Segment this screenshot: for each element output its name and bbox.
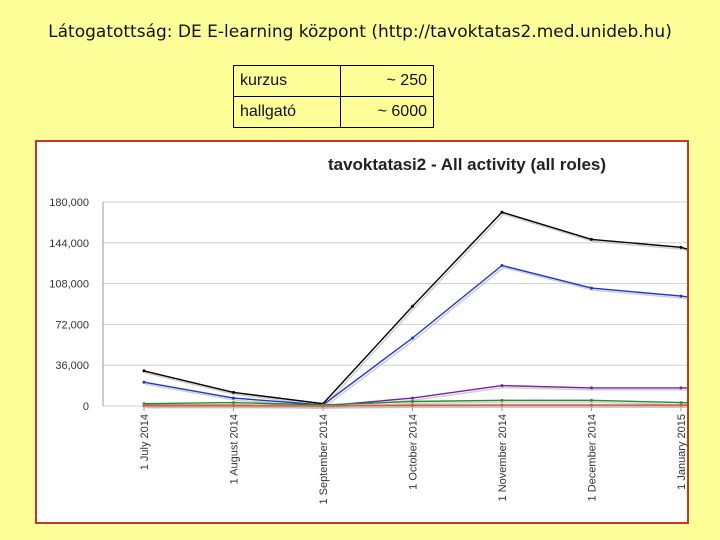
data-point <box>500 263 504 267</box>
data-point <box>411 396 414 400</box>
stats-label: hallgató <box>233 96 341 128</box>
data-point <box>679 245 683 249</box>
series-shadow <box>145 266 687 408</box>
data-point <box>500 403 504 407</box>
data-point <box>411 403 414 407</box>
data-point <box>590 386 593 390</box>
series-shadow <box>145 406 687 409</box>
stats-row-students: hallgató ~ 6000 <box>233 96 434 128</box>
chart-title: tavoktatasi2 - All activity (all roles) <box>328 155 606 174</box>
data-point <box>232 396 235 400</box>
data-point <box>142 380 146 384</box>
y-tick-label: 36,000 <box>55 360 89 372</box>
series-line <box>143 399 687 406</box>
x-tick-label: 1 July 2014 <box>139 414 151 470</box>
data-point <box>679 401 683 405</box>
series-shadow <box>145 213 687 407</box>
y-tick-label: 108,000 <box>49 279 89 291</box>
y-tick-label: 180,000 <box>49 197 89 209</box>
stats-value: ~ 6000 <box>340 96 434 128</box>
stats-row-courses: kurzus ~ 250 <box>233 65 434 97</box>
x-tick-label: 1 September 2014 <box>318 414 330 505</box>
stats-label: kurzus <box>233 65 341 97</box>
x-tick-label: 1 December 2014 <box>587 414 599 501</box>
data-point <box>142 404 146 408</box>
series-line <box>143 211 687 405</box>
x-tick-label: 1 November 2014 <box>497 414 509 501</box>
data-point <box>679 386 683 390</box>
data-point <box>590 398 593 402</box>
series-line <box>143 404 687 407</box>
data-point <box>500 210 504 214</box>
x-tick-label: 1 August 2014 <box>229 414 241 484</box>
data-point <box>321 404 325 408</box>
data-point <box>500 384 504 388</box>
data-point <box>411 304 414 308</box>
y-tick-label: 144,000 <box>49 238 89 250</box>
x-tick-label: 1 January 2015 <box>676 414 687 490</box>
y-tick-label: 72,000 <box>55 319 89 331</box>
data-point <box>500 398 504 402</box>
stats-value: ~ 250 <box>340 65 434 97</box>
data-point <box>232 404 235 408</box>
data-point <box>679 403 683 407</box>
slide-title: Látogatottság: DE E-learning központ (ht… <box>48 22 672 42</box>
data-point <box>411 336 414 340</box>
x-tick-label: 1 October 2014 <box>408 414 420 490</box>
data-point <box>232 401 235 405</box>
series-line <box>143 264 687 406</box>
stats-table: kurzus ~ 250 hallgató ~ 6000 <box>233 65 434 128</box>
data-point <box>411 399 414 403</box>
chart-frame: tavoktatasi2 - All activity (all roles) … <box>35 140 689 524</box>
data-point <box>232 390 235 394</box>
data-point <box>590 237 593 241</box>
y-tick-label: 0 <box>83 401 89 413</box>
data-point <box>679 294 683 298</box>
data-point <box>590 286 593 290</box>
activity-line-chart: tavoktatasi2 - All activity (all roles) … <box>49 155 687 505</box>
data-point <box>142 369 146 373</box>
data-point <box>590 403 593 407</box>
